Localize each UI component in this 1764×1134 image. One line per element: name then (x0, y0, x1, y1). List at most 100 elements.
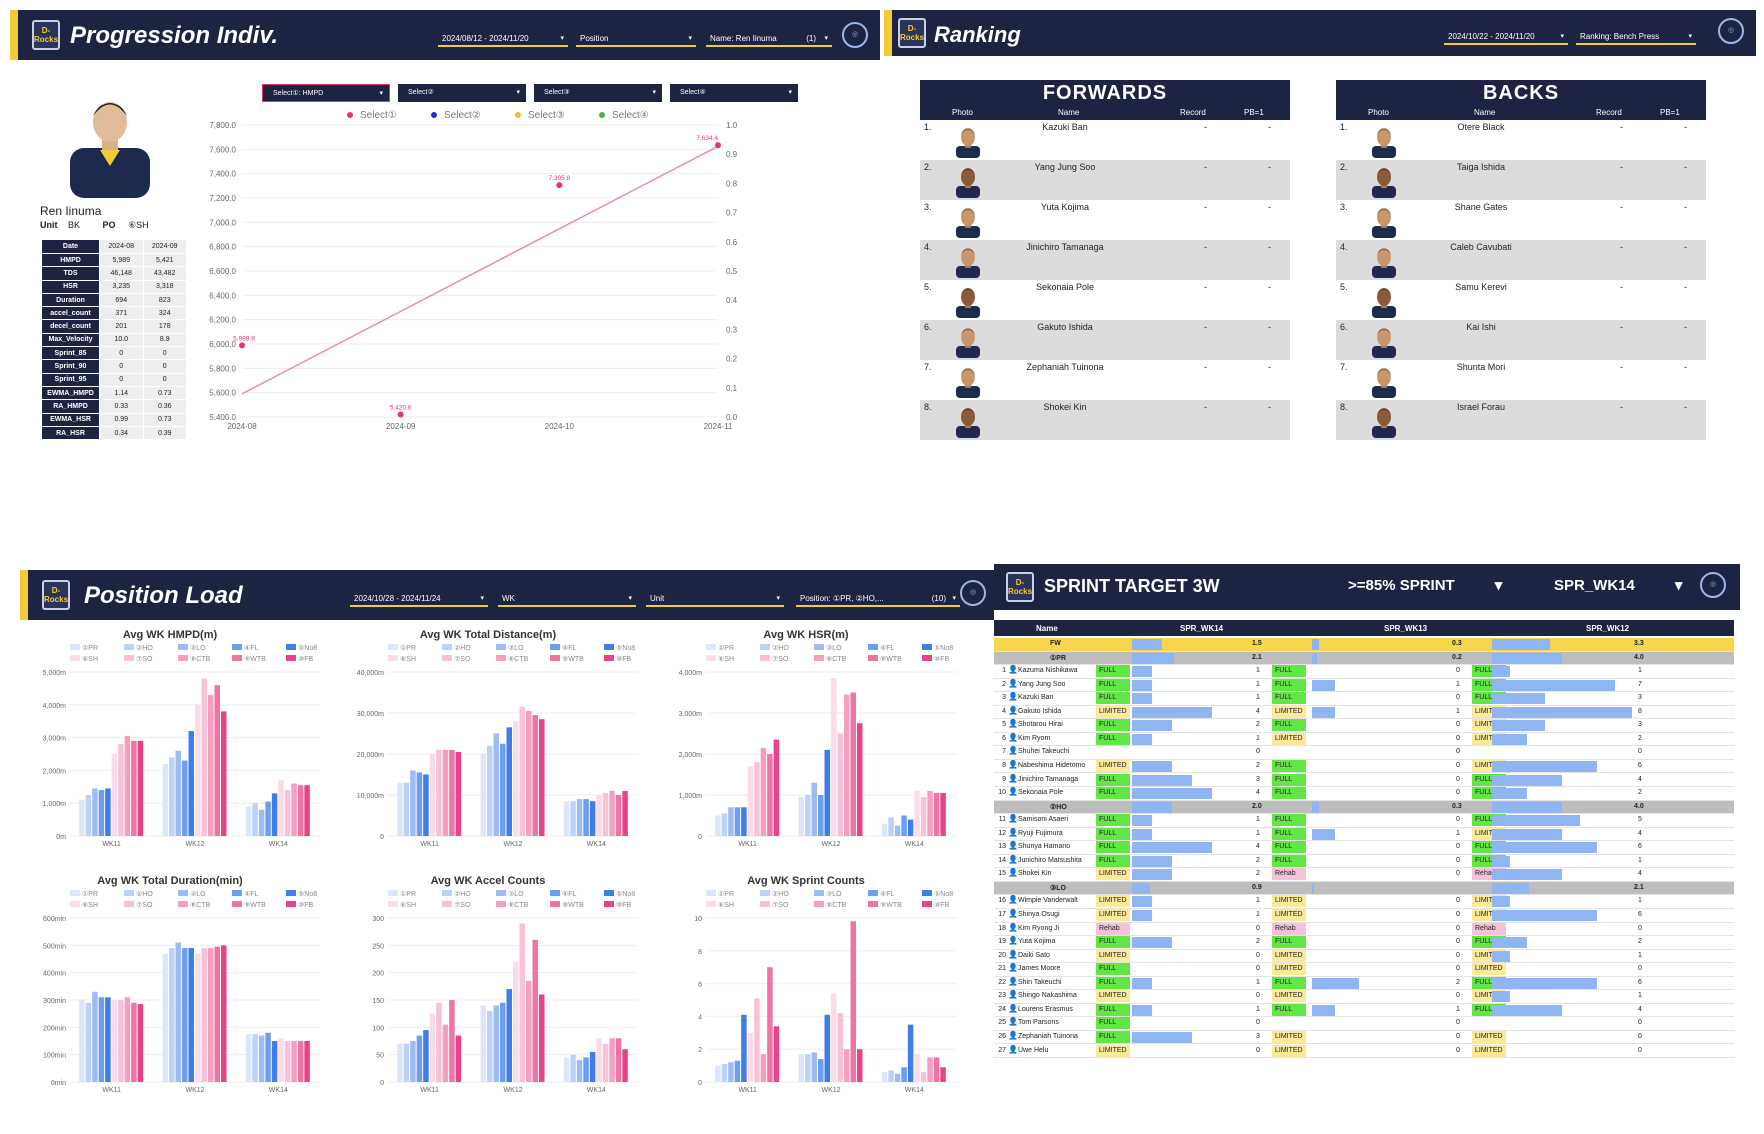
legend-label: ⑨WTB (244, 655, 266, 663)
y-tick-label: 5,400.0 (209, 413, 236, 422)
week-dropdown[interactable]: SPR_WK14 ▾ (1554, 576, 1682, 594)
stat-value: 5,989 (99, 252, 144, 268)
bar (85, 1002, 92, 1082)
data-point (715, 142, 721, 149)
position-filter[interactable]: Position ▾ (576, 32, 696, 47)
status-badge: FULL (1096, 1030, 1130, 1043)
pb-value: - (1684, 122, 1687, 132)
col-wk13[interactable]: SPR_WK13 (1384, 624, 1428, 633)
ranking-metric-filter[interactable]: Ranking: Bench Press ▾ (1576, 30, 1696, 45)
legend-swatch (178, 890, 188, 896)
legend-swatch (706, 901, 716, 907)
select-2-dropdown[interactable]: Select② ▾ (398, 84, 526, 102)
sprint-value: 4 (1256, 843, 1260, 851)
y-tick-label: 200 (372, 971, 384, 978)
stats-body: HMPD 5,989 5,421 TDS 46,148 43,482 HSR 3,235 3,3… (41, 252, 187, 441)
select-4-dropdown[interactable]: Select④ ▾ (670, 84, 798, 102)
y-tick-label: 2,000m (679, 752, 703, 759)
bar (92, 991, 98, 1082)
chevron-down-icon: ▾ (1494, 577, 1503, 594)
status-badge: FULL (1096, 854, 1130, 867)
col-name[interactable]: Name (1036, 624, 1058, 633)
col-wk14[interactable]: SPR_WK14 (1180, 624, 1224, 633)
bar (79, 799, 85, 836)
bar (201, 678, 207, 836)
bar (442, 749, 449, 836)
sprint-value: 3 (1256, 775, 1260, 783)
name-filter[interactable]: Name: Ren Iinuma (1) ▾ (706, 32, 832, 47)
row-number: 12 (998, 829, 1006, 837)
sprint-value: 1 (1256, 911, 1260, 918)
stat-value: 3,318 (142, 279, 187, 294)
date-range-filter[interactable]: 2024/10/22 - 2024/11/20 ▾ (1444, 30, 1568, 45)
ranking-row: 6. Kai Ishi - - (1336, 320, 1706, 360)
bar (98, 997, 105, 1082)
bar (265, 801, 271, 836)
player-row: 8 👤 Nabeshima Hidetomo LIMITED 2 FULL 0 LIMITED… (994, 759, 1734, 774)
sprint-value: 0 (1456, 761, 1460, 769)
bar (304, 1041, 310, 1082)
chevron-down-icon: ▾ (1674, 577, 1683, 594)
bar (162, 763, 168, 836)
sprint-value: 0 (1256, 1046, 1260, 1054)
legend-swatch (442, 655, 452, 661)
unit-filter[interactable]: Unit ▾ (646, 592, 784, 607)
player-photo (954, 164, 982, 198)
legend-swatch (442, 644, 452, 650)
x-tick-label: 2024-11 (704, 422, 733, 431)
date-range-filter[interactable]: 2024/10/28 - 2024/11/24 ▾ (350, 592, 488, 607)
bar (131, 740, 137, 836)
player-name: Daiki Sato (1018, 951, 1050, 959)
bar (881, 823, 888, 836)
player-name: Uwe Helu (1018, 1046, 1049, 1054)
legend-swatch (286, 644, 296, 650)
col-header[interactable]: Record (1180, 108, 1206, 117)
legend-label: ⑨WTB (562, 655, 584, 663)
legend-swatch (442, 901, 452, 907)
player-row: 1 👤 Kazuma Nishikawa FULL 1 FULL 0 FULL 1 (994, 665, 1734, 679)
player-name: Sekonaia Pole (1035, 282, 1095, 292)
bar (423, 774, 429, 836)
sprint-threshold-dropdown[interactable]: >=85% SPRINT ▾ (1348, 576, 1502, 594)
legend-label: ④FL (244, 890, 259, 898)
col-header[interactable]: Record (1596, 108, 1622, 117)
stat-value: 0.73 (142, 385, 187, 401)
group-bar (1312, 801, 1319, 813)
legend-marker (347, 112, 353, 118)
wk-filter[interactable]: WK ▾ (498, 592, 636, 607)
sprint-value: 2 (1456, 978, 1460, 986)
legend-swatch (178, 901, 188, 907)
row-number: 16 (998, 897, 1006, 905)
bar (583, 799, 589, 836)
col-wk12[interactable]: SPR_WK12 (1586, 624, 1630, 633)
sprint-bar (1132, 1031, 1192, 1043)
y-tick-label: 0 (380, 834, 384, 841)
sprint-value: 0 (1456, 843, 1460, 851)
rank-number: 3. (924, 202, 932, 212)
week-value: SPR_WK14 (1554, 577, 1635, 594)
legend-label: ⑧CTB (190, 901, 211, 909)
sprint-bar (1312, 828, 1336, 840)
bar (480, 1005, 486, 1082)
brand-logo-icon: ◎ (1718, 18, 1744, 44)
player-name: Ryuji Fujimura (1018, 829, 1063, 837)
sprint-bar (1132, 896, 1152, 908)
position-filter[interactable]: Position: ①PR, ②HO,... (10) ▾ (796, 592, 960, 607)
status-badge: FULL (1272, 827, 1306, 840)
status-badge: FULL (1096, 692, 1130, 705)
stats-header-date[interactable]: Date (41, 239, 100, 254)
date-range-filter[interactable]: 2024/08/12 - 2024/11/20 ▾ (438, 32, 568, 47)
player-icon: 👤 (1008, 1030, 1018, 1040)
bar (252, 803, 258, 836)
row-number: 8 (1002, 761, 1006, 769)
sprint-bar (1492, 842, 1597, 854)
backs-title: BACKS (1482, 82, 1560, 104)
player-photo (954, 124, 982, 158)
team-logo: D-Rocks (1006, 572, 1034, 602)
select-1-dropdown[interactable]: Select①: HMPD ▾ (262, 84, 390, 102)
sprint-bar (1132, 788, 1212, 800)
sprint-value: 1 (1456, 1005, 1460, 1013)
select-3-dropdown[interactable]: Select③ ▾ (534, 84, 662, 102)
bar-chart: Avg WK Total Duration(min) ①PR ②HO ③LO ④FL ⑤N… (43, 875, 320, 1094)
sprint-bar (1492, 733, 1527, 745)
